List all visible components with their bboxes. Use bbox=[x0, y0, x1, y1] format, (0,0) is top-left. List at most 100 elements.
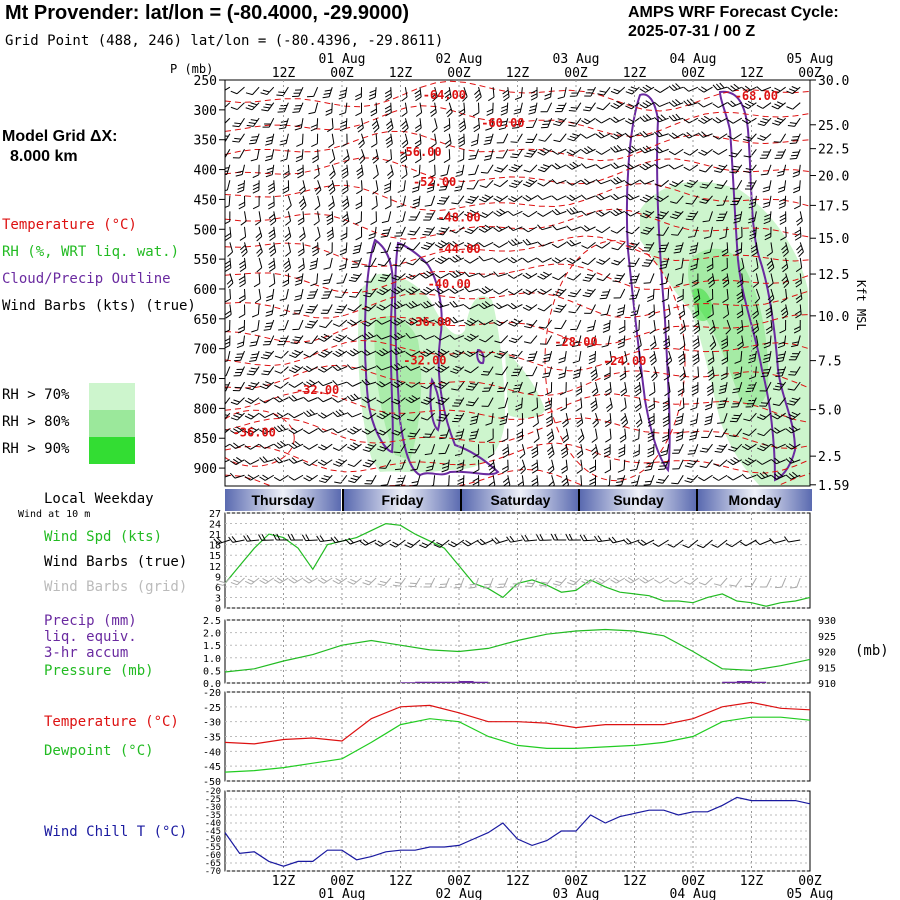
wind-barb bbox=[493, 302, 508, 310]
wind-barb-shaft bbox=[252, 117, 260, 127]
wind-barb-shaft bbox=[799, 211, 803, 222]
wind-barb-flag bbox=[401, 174, 408, 180]
wind-barb-shaft bbox=[543, 288, 552, 295]
wind-barb-shaft bbox=[285, 288, 289, 299]
wind-barb bbox=[679, 335, 686, 350]
wind-barb-flag bbox=[428, 158, 435, 163]
wind-barb-shaft bbox=[317, 180, 322, 190]
wind-barb-shaft bbox=[390, 102, 392, 113]
wind-barb bbox=[436, 412, 450, 422]
wind-barb-shaft bbox=[361, 149, 366, 159]
wind-barb-flag bbox=[362, 539, 369, 545]
wind-barb-flag bbox=[786, 416, 793, 420]
wind-barb-flag bbox=[342, 174, 349, 179]
wind-barb bbox=[341, 180, 349, 195]
wind-barb bbox=[683, 117, 699, 124]
wind-barb-shaft bbox=[780, 133, 787, 143]
wind-barb bbox=[320, 304, 333, 314]
wind-barb-flag bbox=[409, 432, 417, 435]
wind-barb-shaft bbox=[546, 335, 553, 345]
wind-barb-flag bbox=[434, 273, 441, 279]
wind-barb-flag bbox=[262, 474, 269, 480]
wind-barb-shaft bbox=[300, 273, 304, 284]
wind-barb-shaft bbox=[586, 179, 596, 185]
wind-barb bbox=[470, 133, 479, 147]
wind-barb-shaft bbox=[337, 381, 348, 386]
wind-barb bbox=[391, 273, 406, 281]
wind-barb-flag bbox=[301, 534, 307, 541]
wind-barb bbox=[478, 301, 494, 310]
wind-barb bbox=[420, 286, 435, 295]
wind-barb-flag bbox=[468, 401, 475, 404]
wind-barb-shaft bbox=[518, 118, 523, 128]
wind-barb-flag bbox=[706, 298, 713, 303]
wind-barb-shaft bbox=[741, 288, 744, 299]
wind-barb-flag bbox=[548, 438, 555, 444]
wind-barb-flag bbox=[440, 227, 448, 230]
wind-barb-flag bbox=[707, 357, 714, 362]
wind-barb bbox=[508, 164, 523, 173]
wind-barb-flag bbox=[686, 182, 694, 186]
wind-barb bbox=[571, 335, 582, 348]
wind-barb-shaft bbox=[536, 413, 539, 424]
wind-barb-flag bbox=[257, 251, 263, 257]
wind-barb bbox=[553, 304, 567, 313]
wind-barb bbox=[345, 537, 362, 545]
wind-barb-flag bbox=[462, 541, 469, 547]
wind-barb-flag bbox=[310, 127, 318, 132]
wind-barb bbox=[528, 382, 538, 395]
wind-barb-flag bbox=[782, 279, 788, 285]
wind-barb-shaft bbox=[410, 366, 421, 371]
wind-barb bbox=[436, 226, 450, 236]
wind-barb-flag bbox=[576, 450, 583, 456]
wind-barb-flag bbox=[494, 340, 502, 344]
wind-barb-flag bbox=[693, 326, 700, 331]
wind-barb-flag bbox=[449, 301, 455, 308]
wind-barb-flag bbox=[241, 251, 248, 257]
wind-barb-flag bbox=[757, 433, 765, 437]
wind-barb-flag bbox=[320, 577, 327, 582]
wind-barb-flag bbox=[585, 106, 592, 109]
wind-barb bbox=[239, 242, 248, 257]
wind-barb-shaft bbox=[573, 577, 582, 586]
wind-barb-flag bbox=[321, 477, 328, 481]
wind-barb-flag bbox=[420, 417, 428, 421]
wind-barb bbox=[358, 149, 366, 164]
wind-barb bbox=[780, 226, 787, 241]
wind-barb bbox=[796, 211, 803, 226]
wind-barb bbox=[260, 350, 275, 360]
wind-barb bbox=[519, 444, 526, 459]
wind-barb bbox=[354, 211, 362, 225]
wind-barb-shaft bbox=[688, 102, 699, 107]
wind-barb-shaft bbox=[527, 257, 538, 263]
wind-barb bbox=[366, 242, 377, 254]
wind-barb-flag bbox=[616, 313, 624, 317]
wind-barb-flag bbox=[736, 326, 743, 331]
wind-barb-flag bbox=[671, 482, 678, 485]
wind-barb bbox=[483, 149, 494, 161]
wind-barb-flag bbox=[610, 147, 616, 153]
wind-barb-shaft bbox=[225, 86, 231, 93]
wind-barb-flag bbox=[536, 534, 541, 541]
wind-barb bbox=[560, 444, 569, 459]
wind-barb bbox=[539, 577, 553, 587]
wind-barb-shaft bbox=[632, 242, 640, 251]
wind-barb-flag bbox=[434, 335, 441, 341]
wind-barb-shaft bbox=[279, 577, 289, 584]
wind-barb-flag bbox=[509, 356, 516, 360]
wind-barb bbox=[327, 118, 334, 133]
wind-barb bbox=[707, 350, 715, 366]
wind-barb-shaft bbox=[630, 195, 640, 201]
cycle-label: AMPS WRF Forecast Cycle: bbox=[628, 4, 839, 21]
wind-barb-shaft bbox=[653, 382, 656, 393]
wind-barb-flag bbox=[325, 112, 332, 116]
wind-barb-shaft bbox=[645, 195, 655, 203]
wind-barb-flag bbox=[698, 151, 705, 156]
wind-barb-flag bbox=[631, 145, 637, 151]
wind-barb-flag bbox=[483, 387, 491, 389]
wind-barb bbox=[414, 133, 422, 148]
wind-barb-shaft bbox=[430, 444, 436, 454]
wind-barb-flag bbox=[676, 295, 684, 299]
wind-barb-flag bbox=[569, 194, 576, 200]
wind-barb-flag bbox=[376, 291, 383, 296]
